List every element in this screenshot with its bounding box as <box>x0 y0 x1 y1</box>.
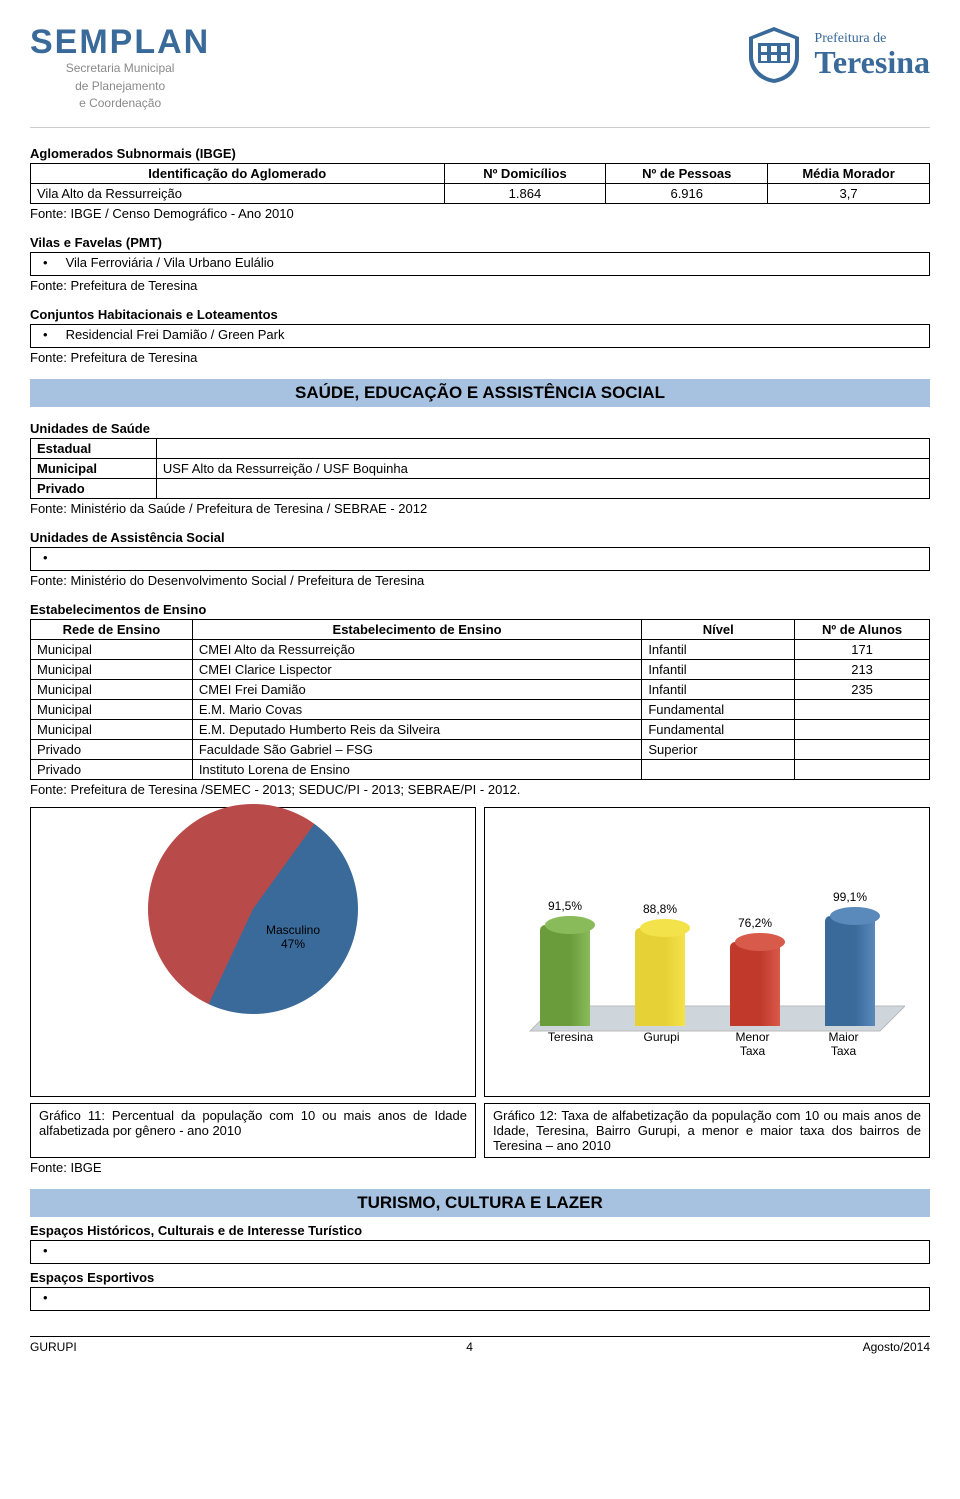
prefeitura-logo: Prefeitura de Teresina <box>744 25 930 85</box>
table-row: MunicipalCMEI Alto da RessurreiçãoInfant… <box>31 639 930 659</box>
aglomerados-table: Identificação do Aglomerado Nº Domicílio… <box>30 163 930 204</box>
pie-chart: Feminino 53% Masculino 47% <box>30 807 476 1097</box>
bar-container: 91,5% 88,8% 76,2% 99,1% <box>525 906 889 1026</box>
table-row: Vila Alto da Ressurreição 1.864 6.916 3,… <box>31 183 930 203</box>
saude-title: Unidades de Saúde <box>30 421 930 436</box>
bar-x-label: MaiorTaxa <box>804 1030 884 1058</box>
table-row: MunicipalE.M. Mario CovasFundamental <box>31 699 930 719</box>
caption-row: Gráfico 11: Percentual da população com … <box>30 1103 930 1158</box>
pie-fem-label: Feminino 53% <box>101 978 150 1006</box>
vilas-source: Fonte: Prefeitura de Teresina <box>30 278 930 293</box>
table-row: MunicipalCMEI Clarice LispectorInfantil2… <box>31 659 930 679</box>
turismo-table1 <box>30 1240 930 1264</box>
page-footer: GURUPI 4 Agosto/2014 <box>30 1336 930 1354</box>
conjuntos-source: Fonte: Prefeitura de Teresina <box>30 350 930 365</box>
banner-turismo: TURISMO, CULTURA E LAZER <box>30 1189 930 1217</box>
table-row: Privado <box>31 478 930 498</box>
banner-saude: SAÚDE, EDUCAÇÃO E ASSISTÊNCIA SOCIAL <box>30 379 930 407</box>
assist-item <box>31 547 930 570</box>
bar-x-axis: Teresina Gurupi MenorTaxa MaiorTaxa <box>525 1030 889 1058</box>
vilas-item: Vila Ferroviária / Vila Urbano Eulálio <box>31 252 930 275</box>
semplan-sub1: Secretaria Municipal <box>30 61 210 77</box>
bar: 99,1% <box>825 916 875 1026</box>
footer-center: 4 <box>466 1340 473 1354</box>
caption-left: Gráfico 11: Percentual da população com … <box>30 1103 476 1158</box>
semplan-logo: SEMPLAN Secretaria Municipal de Planejam… <box>30 25 210 112</box>
saude-table: Estadual MunicipalUSF Alto da Ressurreiç… <box>30 438 930 499</box>
footer-right: Agosto/2014 <box>863 1340 930 1354</box>
vilas-title: Vilas e Favelas (PMT) <box>30 235 930 250</box>
agl-h2: Nº de Pessoas <box>606 163 768 183</box>
semplan-sub3: e Coordenação <box>30 96 210 112</box>
bar-x-label: MenorTaxa <box>713 1030 793 1058</box>
agl-h1: Nº Domicílios <box>444 163 606 183</box>
conjuntos-table: Residencial Frei Damião / Green Park <box>30 324 930 348</box>
agl-h0: Identificação do Aglomerado <box>31 163 445 183</box>
table-row: MunicipalE.M. Deputado Humberto Reis da … <box>31 719 930 739</box>
conjuntos-item: Residencial Frei Damião / Green Park <box>31 324 930 347</box>
turismo-t2: Espaços Esportivos <box>30 1270 930 1285</box>
saude-source: Fonte: Ministério da Saúde / Prefeitura … <box>30 501 930 516</box>
assist-table <box>30 547 930 571</box>
ensino-table: Rede de Ensino Estabelecimento de Ensino… <box>30 619 930 780</box>
aglomerados-source: Fonte: IBGE / Censo Demográfico - Ano 20… <box>30 206 930 221</box>
turismo-table2 <box>30 1287 930 1311</box>
bar: 76,2% <box>730 942 780 1026</box>
semplan-title: SEMPLAN <box>30 25 210 59</box>
pie-masc-label: Masculino 47% <box>266 923 320 951</box>
ensino-source: Fonte: Prefeitura de Teresina /SEMEC - 2… <box>30 782 930 797</box>
table-row: MunicipalCMEI Frei DamiãoInfantil235 <box>31 679 930 699</box>
footer-left: GURUPI <box>30 1340 77 1354</box>
header-divider <box>30 127 930 128</box>
agl-h3: Média Morador <box>768 163 930 183</box>
bar: 88,8% <box>635 928 685 1026</box>
charts-row: Feminino 53% Masculino 47% 91,5% 88,8% 7… <box>30 807 930 1097</box>
crest-icon <box>744 25 804 85</box>
table-row: PrivadoFaculdade São Gabriel – FSGSuperi… <box>31 739 930 759</box>
bar-x-label: Teresina <box>531 1030 611 1058</box>
ensino-title: Estabelecimentos de Ensino <box>30 602 930 617</box>
caption-right: Gráfico 12: Taxa de alfabetização da pop… <box>484 1103 930 1158</box>
prefeitura-big: Teresina <box>814 46 930 78</box>
aglomerados-title: Aglomerados Subnormais (IBGE) <box>30 146 930 161</box>
assist-source: Fonte: Ministério do Desenvolvimento Soc… <box>30 573 930 588</box>
table-row: PrivadoInstituto Lorena de Ensino <box>31 759 930 779</box>
bar: 91,5% <box>540 925 590 1026</box>
turismo-t1: Espaços Históricos, Culturais e de Inter… <box>30 1223 930 1238</box>
assist-title: Unidades de Assistência Social <box>30 530 930 545</box>
conjuntos-title: Conjuntos Habitacionais e Loteamentos <box>30 307 930 322</box>
bar-chart: 91,5% 88,8% 76,2% 99,1% Teresina Gurupi Me… <box>484 807 930 1097</box>
vilas-table: Vila Ferroviária / Vila Urbano Eulálio <box>30 252 930 276</box>
table-row: MunicipalUSF Alto da Ressurreição / USF … <box>31 458 930 478</box>
fonte-ibge: Fonte: IBGE <box>30 1160 930 1175</box>
semplan-sub2: de Planejamento <box>30 79 210 95</box>
bar-x-label: Gurupi <box>622 1030 702 1058</box>
page-header: SEMPLAN Secretaria Municipal de Planejam… <box>30 0 930 122</box>
table-row: Estadual <box>31 438 930 458</box>
